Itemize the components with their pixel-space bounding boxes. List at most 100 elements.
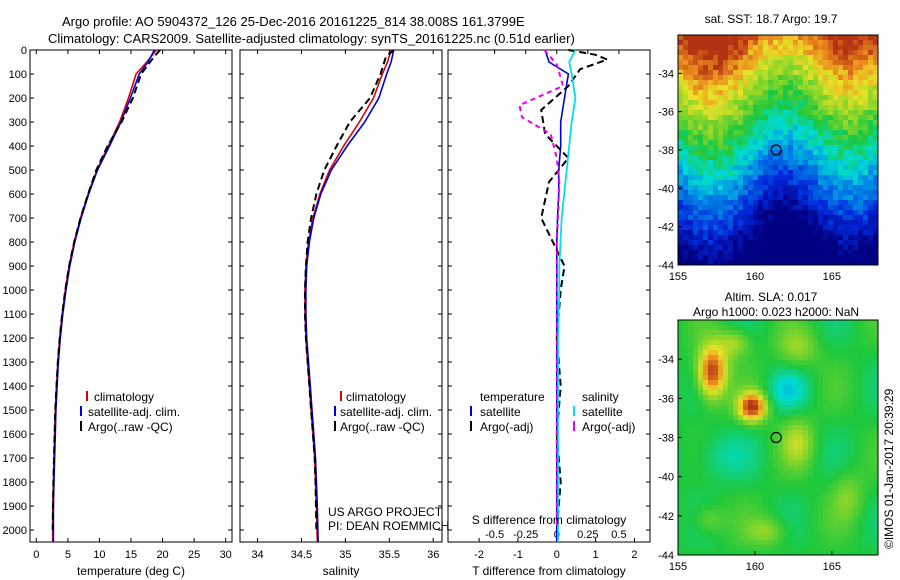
map-cell (808, 170, 814, 176)
map-cell (833, 465, 839, 471)
map-cell (758, 460, 764, 466)
map-cell (758, 510, 764, 516)
map-cell (728, 505, 734, 511)
map-cell (778, 260, 784, 265)
map-cell (773, 225, 779, 231)
map-cell (863, 255, 869, 261)
map-cell (773, 455, 779, 461)
map-cell (788, 415, 794, 421)
legend-title-salinity: salinity (582, 390, 619, 404)
map-cell (773, 485, 779, 491)
map-cell (728, 155, 734, 161)
map-cell (863, 370, 869, 376)
map-cell (708, 55, 714, 61)
map-cell (813, 445, 819, 451)
map-cell (823, 60, 829, 66)
map-cell (708, 120, 714, 126)
map-cell (848, 320, 854, 326)
map-cell (848, 345, 854, 351)
map-cell (793, 260, 799, 265)
map-cell (793, 405, 799, 411)
map-cell (868, 385, 874, 391)
map-cell (778, 460, 784, 466)
map-cell (683, 160, 689, 166)
map-cell (723, 455, 729, 461)
map-cell (808, 525, 814, 531)
salinity-diff-tick-label: -0.25 (513, 529, 538, 541)
map-cell (703, 450, 709, 456)
map-cell (773, 245, 779, 251)
map-cell (853, 455, 859, 461)
map-cell (818, 430, 824, 436)
map-cell (823, 85, 829, 91)
map-cell (678, 180, 684, 186)
map-cell (768, 385, 774, 391)
map-cell (838, 465, 844, 471)
map-cell (788, 450, 794, 456)
map-cell (693, 175, 699, 181)
map-cell (743, 375, 749, 381)
map-cell (708, 205, 714, 211)
map-cell (858, 75, 864, 81)
map-cell (798, 525, 804, 531)
map-cell (733, 460, 739, 466)
map-cell (813, 150, 819, 156)
map-cell (843, 165, 849, 171)
map-cell (733, 195, 739, 201)
map-cell (693, 230, 699, 236)
map-cell (793, 445, 799, 451)
map-cell (768, 170, 774, 176)
map-cell (868, 215, 874, 221)
map-cell (773, 250, 779, 256)
map-cell (733, 525, 739, 531)
map-cell (703, 500, 709, 506)
map-cell (853, 355, 859, 361)
map-cell (723, 325, 729, 331)
map-cell (788, 465, 794, 471)
map-cell (763, 535, 769, 541)
map-cell (763, 475, 769, 481)
map-cell (768, 65, 774, 71)
map-cell (713, 105, 719, 111)
map-cell (873, 110, 878, 116)
map-cell (818, 350, 824, 356)
map-cell (848, 370, 854, 376)
map-cell (703, 175, 709, 181)
map-cell (798, 90, 804, 96)
map-cell (853, 165, 859, 171)
map-cell (853, 535, 859, 541)
map-cell (763, 170, 769, 176)
y-tick-label: 1500 (3, 405, 27, 417)
map-cell (683, 505, 689, 511)
map-cell (678, 470, 684, 476)
map-cell (858, 190, 864, 196)
map-cell (833, 105, 839, 111)
map-cell (823, 410, 829, 416)
map-cell (798, 405, 804, 411)
map-cell (748, 50, 754, 56)
map-cell (783, 40, 789, 46)
map-cell (833, 250, 839, 256)
map-cell (873, 370, 878, 376)
map-cell (688, 405, 694, 411)
map-cell (863, 330, 869, 336)
map-cell (783, 460, 789, 466)
map-cell (733, 180, 739, 186)
map-cell (783, 370, 789, 376)
map-cell (703, 135, 709, 141)
map-cell (843, 60, 849, 66)
map-cell (683, 85, 689, 91)
map-cell (788, 120, 794, 126)
map-cell (738, 340, 744, 346)
map-cell (743, 140, 749, 146)
map-cell (788, 520, 794, 526)
map-cell (793, 210, 799, 216)
map-cell (873, 520, 878, 526)
map-cell (763, 60, 769, 66)
map-cell (738, 350, 744, 356)
map-cell (733, 380, 739, 386)
map-cell (788, 105, 794, 111)
map-cell (703, 185, 709, 191)
map-cell (823, 355, 829, 361)
map-cell (808, 355, 814, 361)
